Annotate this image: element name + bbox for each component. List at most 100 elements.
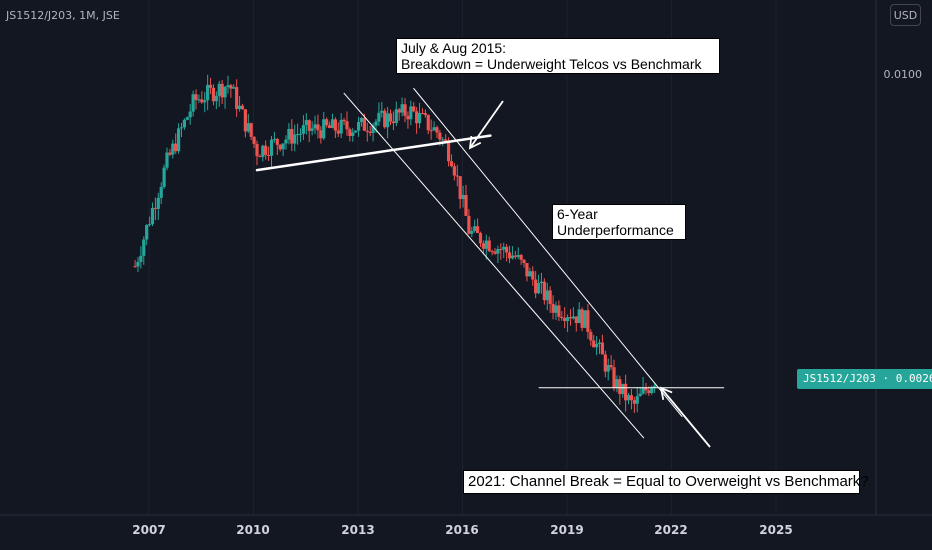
candle-body xyxy=(142,239,146,256)
candle-body xyxy=(467,215,471,234)
annotation-channel-break[interactable]: 2021: Channel Break = Equal to Overweigh… xyxy=(463,470,869,494)
candle-body xyxy=(600,342,605,355)
candle-body xyxy=(487,240,491,252)
candle-body xyxy=(374,121,378,126)
candle-body xyxy=(441,139,445,141)
candle-body xyxy=(571,316,575,319)
annotation-underperformance[interactable]: 6-Year Underperformance xyxy=(552,204,686,240)
candle-body xyxy=(194,94,198,100)
candle-body xyxy=(162,167,166,187)
candle-body xyxy=(394,109,398,124)
candle-body xyxy=(293,134,297,144)
arrow-channel-break-head xyxy=(659,386,673,400)
candle-body xyxy=(574,316,578,324)
candle-body xyxy=(618,379,622,395)
x-tick-label: 2022 xyxy=(654,523,688,537)
candles xyxy=(133,74,657,413)
candle-body xyxy=(435,127,439,133)
candle-body xyxy=(365,130,369,132)
candle-body xyxy=(583,310,587,328)
candle-body xyxy=(232,87,236,89)
candle-body xyxy=(595,343,599,348)
candle-body xyxy=(269,139,274,156)
candle-body xyxy=(545,290,549,301)
candle-body xyxy=(542,281,546,301)
candle-body xyxy=(615,379,619,388)
candle-body xyxy=(519,254,523,260)
x-tick-label: 2007 xyxy=(132,523,166,537)
candle-body xyxy=(551,303,555,313)
candle-body xyxy=(432,127,436,131)
candle-body xyxy=(147,224,152,226)
candle-body xyxy=(322,119,326,139)
candle-body xyxy=(301,125,306,134)
candle-body xyxy=(647,390,651,394)
candle-body xyxy=(287,128,291,140)
candle-body xyxy=(325,119,329,126)
candle-body xyxy=(200,99,204,103)
candle-body xyxy=(429,130,433,132)
arrow-breakdown-shaft xyxy=(469,100,504,149)
candle-body xyxy=(557,305,561,317)
candle-body xyxy=(420,113,425,115)
arrow-channel-break-shaft xyxy=(660,387,711,448)
candle-body xyxy=(516,254,520,257)
candle-body xyxy=(577,309,581,324)
candle-body xyxy=(133,266,137,268)
candle-body xyxy=(229,85,233,89)
candle-body xyxy=(525,263,529,277)
candle-body xyxy=(174,143,178,152)
candle-body xyxy=(275,138,279,145)
candle-body xyxy=(240,105,245,110)
candle-body xyxy=(226,85,230,87)
candle-body xyxy=(470,230,474,234)
trendline-channel-lower xyxy=(343,92,645,439)
candle-body xyxy=(237,105,242,110)
candle-body xyxy=(548,290,552,304)
candle-body xyxy=(359,118,364,123)
currency-button[interactable]: USD xyxy=(890,4,921,26)
candle-body xyxy=(484,240,488,249)
candle-body xyxy=(261,145,265,157)
candle-body xyxy=(191,94,195,112)
candle-body xyxy=(255,143,259,157)
candle-body xyxy=(536,283,541,294)
candle-body xyxy=(153,207,157,209)
trendline-support xyxy=(255,134,492,172)
candle-body xyxy=(214,95,218,102)
trendlines xyxy=(255,87,725,448)
candle-body xyxy=(348,129,352,136)
symbol-title[interactable]: JS1512/J203, 1M, JSE xyxy=(6,9,120,22)
candle-body xyxy=(409,106,413,120)
candle-body xyxy=(208,84,213,88)
candle-body xyxy=(403,104,407,116)
candle-body xyxy=(203,100,207,103)
candle-body xyxy=(650,387,654,394)
candle-body xyxy=(188,111,192,118)
candle-body xyxy=(168,152,172,155)
candle-body xyxy=(272,138,276,140)
annotation-breakdown[interactable]: July & Aug 2015: Breakdown = Underweight… xyxy=(396,38,720,74)
candle-body xyxy=(446,142,451,162)
candle-body xyxy=(502,246,506,250)
candle-body xyxy=(580,309,584,328)
candle-body xyxy=(220,83,224,98)
candle-body xyxy=(534,279,538,294)
candle-body xyxy=(171,143,175,155)
candle-body xyxy=(592,340,596,348)
candle-body xyxy=(243,109,247,132)
candle-body xyxy=(197,99,201,101)
candle-body xyxy=(290,128,294,144)
candle-body xyxy=(624,383,628,401)
candle-body xyxy=(354,130,358,133)
candle-body xyxy=(145,225,149,240)
candle-body xyxy=(316,124,320,131)
candle-body xyxy=(159,186,163,198)
candle-body xyxy=(206,84,210,101)
x-tick-label: 2013 xyxy=(341,523,375,537)
candle-body xyxy=(565,317,570,322)
candle-body xyxy=(304,120,308,126)
candle-body xyxy=(606,365,610,372)
candle-body xyxy=(423,113,427,115)
